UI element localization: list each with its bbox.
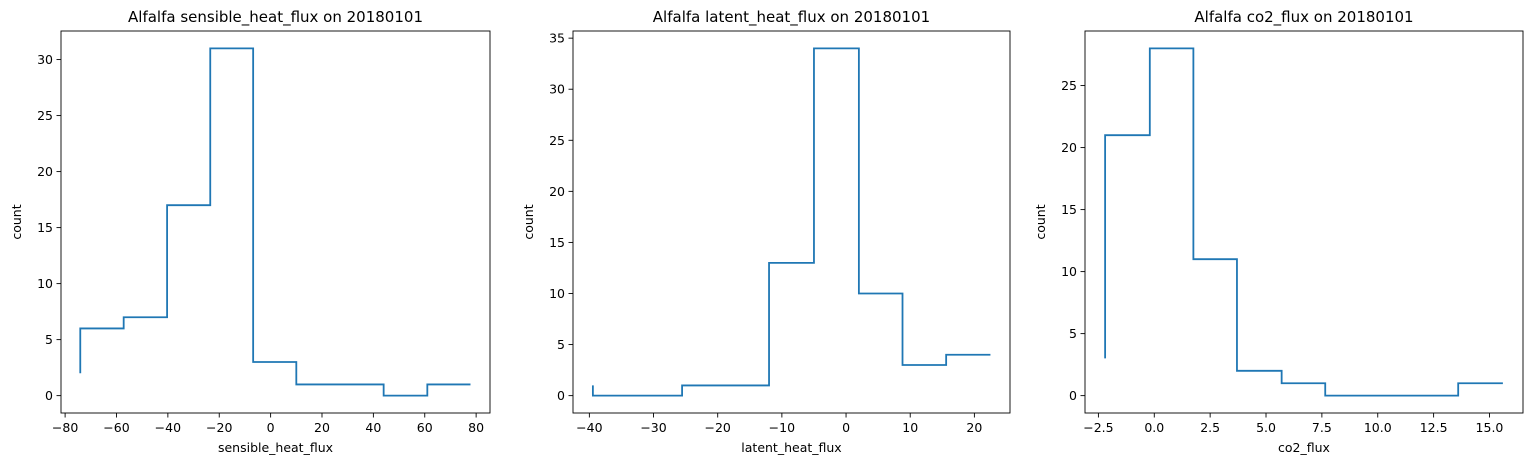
y-tick-label: 20 bbox=[549, 184, 565, 199]
x-tick-label: −30 bbox=[640, 420, 666, 435]
histogram-step-line bbox=[1104, 47, 1503, 397]
chart-3: Alfalfa co2_flux on 20180101 −2.5 0.0 2.5 5.… bbox=[1033, 8, 1524, 455]
y-tick-label: 25 bbox=[1061, 78, 1077, 93]
axes-frame bbox=[60, 30, 491, 414]
chart-1: Alfalfa sensible_heat_flux on 20180101 −8… bbox=[9, 8, 491, 455]
y-tick-label: 5 bbox=[1069, 326, 1077, 341]
histogram-step-line bbox=[79, 47, 471, 397]
chart-title: Alfalfa sensible_heat_flux on 20180101 bbox=[128, 8, 423, 27]
x-tick-label: 2.5 bbox=[1200, 420, 1220, 435]
x-tick-label: −10 bbox=[769, 420, 795, 435]
y-tick-label: 0 bbox=[557, 388, 565, 403]
y-tick-label: 5 bbox=[45, 332, 53, 347]
y-tick-label: 10 bbox=[549, 286, 565, 301]
x-axis-label: sensible_heat_flux bbox=[218, 440, 333, 455]
x-tick-label: 20 bbox=[314, 420, 330, 435]
x-tick-label: 12.5 bbox=[1420, 420, 1448, 435]
axes-frame bbox=[572, 30, 1011, 414]
x-tick-label: 20 bbox=[966, 420, 982, 435]
y-tick-label: 10 bbox=[37, 276, 53, 291]
y-tick-label: 15 bbox=[37, 220, 53, 235]
x-tick-label: −40 bbox=[155, 420, 181, 435]
y-tick-label: 20 bbox=[1061, 140, 1077, 155]
x-tick-label: 0 bbox=[842, 420, 850, 435]
x-tick-label: 0 bbox=[267, 420, 275, 435]
x-tick-label: 60 bbox=[417, 420, 433, 435]
y-tick-label: 30 bbox=[37, 52, 53, 67]
y-axis-label: count bbox=[521, 204, 536, 239]
axes-frame bbox=[1084, 30, 1524, 414]
x-tick-label: −60 bbox=[103, 420, 129, 435]
x-tick-label: 7.5 bbox=[1312, 420, 1332, 435]
x-axis-label: co2_flux bbox=[1278, 440, 1330, 455]
y-tick-label: 35 bbox=[549, 31, 565, 46]
x-tick-label: 0.0 bbox=[1144, 420, 1164, 435]
y-tick-label: 20 bbox=[37, 164, 53, 179]
y-tick-label: 0 bbox=[45, 388, 53, 403]
x-tick-label: 80 bbox=[468, 420, 484, 435]
y-tick-label: 15 bbox=[549, 235, 565, 250]
x-tick-label: 40 bbox=[365, 420, 381, 435]
y-axis-label: count bbox=[1033, 204, 1048, 239]
x-tick-label: −2.5 bbox=[1083, 420, 1113, 435]
y-tick-label: 25 bbox=[549, 133, 565, 148]
y-tick-label: 0 bbox=[1069, 388, 1077, 403]
x-tick-label: −40 bbox=[576, 420, 602, 435]
chart-title: Alfalfa latent_heat_flux on 20180101 bbox=[653, 8, 930, 27]
x-tick-label: 10.0 bbox=[1364, 420, 1392, 435]
x-tick-label: 15.0 bbox=[1476, 420, 1504, 435]
x-tick-label: −80 bbox=[52, 420, 78, 435]
y-tick-label: 30 bbox=[549, 82, 565, 97]
x-tick-label: −20 bbox=[206, 420, 232, 435]
y-tick-label: 5 bbox=[557, 337, 565, 352]
chart-2: Alfalfa latent_heat_flux on 20180101 −40 −… bbox=[521, 8, 1011, 455]
x-tick-label: 5.0 bbox=[1256, 420, 1276, 435]
x-tick-label: −20 bbox=[705, 420, 731, 435]
y-axis-label: count bbox=[9, 204, 24, 239]
y-tick-label: 25 bbox=[37, 108, 53, 123]
histogram-step-line bbox=[591, 47, 991, 397]
y-tick-label: 10 bbox=[1061, 264, 1077, 279]
y-tick-label: 15 bbox=[1061, 202, 1077, 217]
x-axis-label: latent_heat_flux bbox=[741, 440, 841, 455]
x-tick-label: 10 bbox=[902, 420, 918, 435]
chart-title: Alfalfa co2_flux on 20180101 bbox=[1194, 8, 1413, 27]
